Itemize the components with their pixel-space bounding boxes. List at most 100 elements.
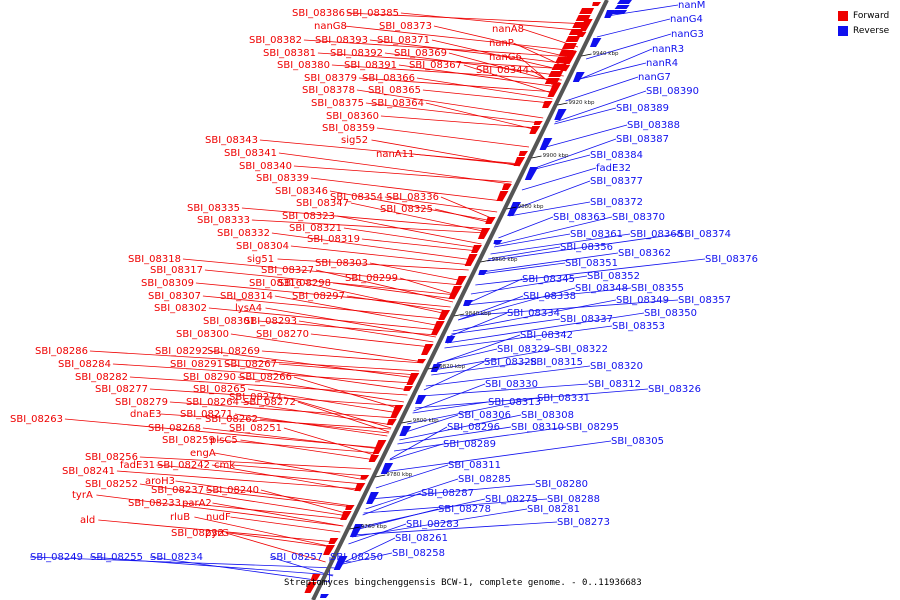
- forward-gene-arrow: [464, 254, 478, 266]
- forward-gene-label: SBI_08382: [249, 35, 302, 46]
- forward-gene-label: parA2: [182, 498, 212, 509]
- forward-gene-leader-line: [361, 238, 479, 252]
- reverse-gene-label: SBI_08362: [618, 248, 671, 259]
- forward-gene-label: SBI_08344: [476, 65, 529, 76]
- forward-gene-label: SBI_08386: [292, 8, 345, 19]
- reverse-gene-leader-line: [596, 18, 671, 38]
- forward-gene-label: nanA11: [376, 149, 414, 160]
- forward-gene-leader-line: [156, 464, 364, 485]
- forward-gene-label: SBI_08232: [171, 528, 224, 539]
- forward-gene-leader-line: [343, 227, 480, 249]
- reverse-gene-label: SBI_08345: [522, 274, 575, 285]
- scale-tick: [480, 259, 491, 263]
- reverse-gene-label: SBI_08351: [565, 258, 618, 269]
- forward-gene-label: SBI_08321: [289, 223, 342, 234]
- scale-tick: [581, 53, 592, 57]
- forward-gene-label: sig51: [247, 254, 274, 265]
- forward-gene-arrow: [565, 36, 581, 42]
- forward-gene-label: SBI_08380: [277, 60, 330, 71]
- reverse-gene-label: SBI_08388: [627, 120, 680, 131]
- reverse-gene-leader-line: [389, 443, 444, 461]
- forward-gene-label: SBI_08265: [193, 384, 246, 395]
- forward-gene-leader-line: [448, 52, 561, 84]
- forward-gene-label: dnaE3: [130, 409, 162, 420]
- reverse-gene-label: SBI_08328: [484, 357, 537, 368]
- forward-gene-label: SBI_08291: [170, 359, 223, 370]
- forward-gene-leader-line: [293, 376, 401, 410]
- reverse-gene-leader-line: [375, 464, 449, 489]
- forward-gene-leader-line: [271, 232, 474, 261]
- forward-gene-arrow: [547, 83, 562, 97]
- reverse-gene-arrow: [444, 336, 456, 343]
- forward-gene-leader-line: [365, 102, 541, 124]
- forward-gene-label: SBI_08369: [394, 48, 447, 59]
- forward-gene-arrow: [360, 475, 370, 479]
- reverse-gene-leader-line: [436, 334, 521, 365]
- reverse-gene-leader-line: [542, 124, 628, 149]
- reverse-gene-leader-line: [480, 262, 566, 275]
- reverse-gene-leader-line: [511, 180, 591, 211]
- forward-gene-leader-line: [224, 363, 410, 391]
- forward-gene-label: SBI_08277: [95, 384, 148, 395]
- forward-gene-leader-line: [358, 77, 556, 93]
- forward-gene-label: SBI_08251: [229, 423, 282, 434]
- forward-gene-label: SBI_08375: [311, 98, 364, 109]
- reverse-gene-leader-line: [397, 426, 512, 445]
- reverse-gene-arrow: [572, 72, 585, 82]
- forward-gene-label: SBI_08327: [261, 265, 314, 276]
- forward-gene-leader-line: [205, 489, 353, 508]
- reverse-gene-arrow: [493, 240, 503, 244]
- reverse-gene-arrow: [380, 463, 394, 474]
- reverse-gene-label: SBI_08368: [630, 229, 683, 240]
- forward-gene-leader-line: [182, 258, 462, 286]
- forward-gene-label: SBI_08266: [239, 372, 292, 383]
- forward-gene-label: SBI_08341: [224, 148, 277, 159]
- forward-gene-leader-line: [175, 480, 354, 507]
- forward-gene-label: SBI_08391: [344, 60, 397, 71]
- reverse-gene-label: SBI_08273: [557, 517, 610, 528]
- forward-gene-label: nanG6: [489, 52, 522, 63]
- forward-gene-arrow: [304, 582, 317, 593]
- reverse-gene-label: SBI_08296: [447, 422, 500, 433]
- reverse-gene-label: SBI_08281: [527, 504, 580, 515]
- forward-gene-label: SBI_08393: [315, 35, 368, 46]
- forward-gene-leader-line: [332, 282, 455, 300]
- forward-gene-leader-line: [112, 363, 414, 384]
- reverse-gene-leader-line: [348, 523, 407, 545]
- forward-gene-label: SBI_08316: [249, 278, 302, 289]
- forward-gene-leader-line: [331, 64, 562, 81]
- forward-gene-arrow: [513, 157, 526, 166]
- reverse-gene-label: SBI_08372: [590, 197, 643, 208]
- reverse-gene-leader-line: [575, 48, 653, 82]
- forward-gene-label: SBI_08262: [205, 414, 258, 425]
- forward-gene-arrow: [368, 455, 380, 462]
- reverse-gene-label: SBI_08261: [395, 533, 448, 544]
- forward-gene-arrow: [390, 405, 404, 418]
- reverse-gene-arrow: [554, 109, 567, 120]
- forward-gene-leader-line: [317, 52, 568, 70]
- reverse-gene-leader-line: [352, 521, 558, 536]
- forward-gene-leader-line: [204, 269, 457, 296]
- forward-gene-arrow: [455, 276, 467, 285]
- reverse-gene-leader-line: [585, 33, 672, 60]
- reverse-gene-label: SBI_08320: [590, 361, 643, 372]
- reverse-gene-label: SBI_08255: [90, 552, 143, 563]
- forward-gene-arrow: [477, 228, 491, 239]
- reverse-gene-label: SBI_08338: [523, 291, 576, 302]
- scale-label: 9940 kbp: [593, 51, 619, 57]
- reverse-gene-label: SBI_08278: [438, 504, 491, 515]
- forward-gene-label: SBI_08325: [380, 204, 433, 215]
- forward-gene-arrow: [328, 538, 339, 544]
- reverse-gene-arrow: [604, 10, 616, 18]
- forward-gene-leader-line: [182, 502, 347, 520]
- reverse-gene-label: SBI_08348: [575, 283, 628, 294]
- forward-gene-leader-line: [346, 12, 590, 25]
- forward-gene-label: SBI_08360: [326, 111, 379, 122]
- forward-gene-label: SBI_08392: [330, 48, 383, 59]
- forward-gene-leader-line: [216, 439, 380, 454]
- reverse-gene-label: SBI_08356: [560, 242, 613, 253]
- forward-gene-label: SBI_08268: [148, 423, 201, 434]
- forward-gene-label: nanA8: [492, 24, 524, 35]
- forward-gene-leader-line: [237, 376, 405, 403]
- forward-gene-arrow: [485, 217, 496, 224]
